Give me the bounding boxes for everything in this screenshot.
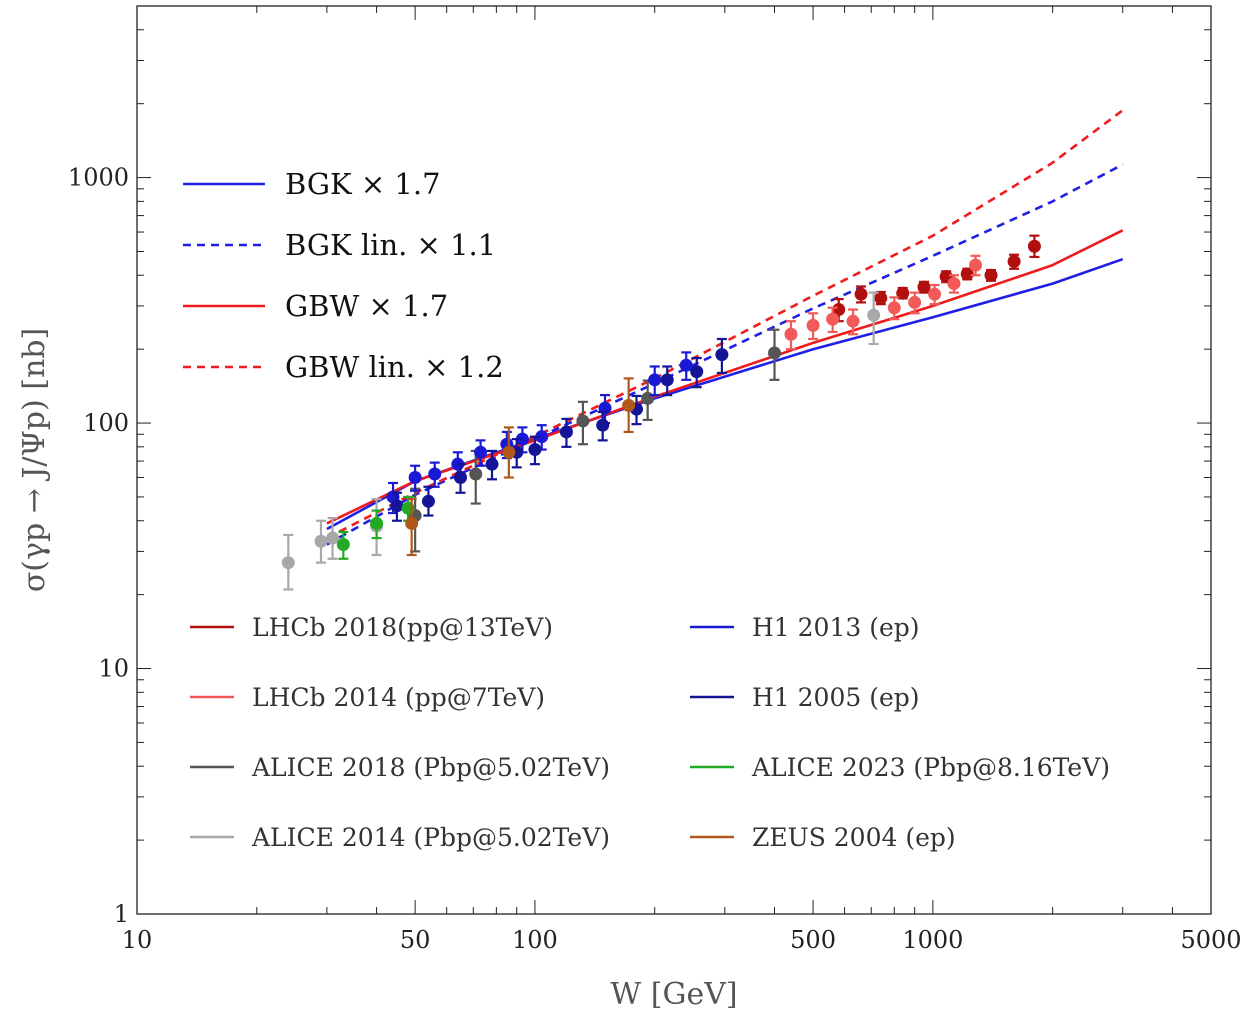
- x-tick-label: 50: [400, 926, 431, 954]
- data-point: [947, 277, 961, 291]
- data-point: [336, 538, 350, 552]
- legend-label: ZEUS 2004 (ep): [752, 823, 956, 852]
- data-point: [641, 391, 655, 405]
- data-point: [1027, 239, 1041, 253]
- data-point: [768, 346, 782, 360]
- model-curves: [326, 109, 1124, 546]
- data-point: [405, 516, 419, 530]
- legend-label: H1 2013 (ep): [752, 613, 920, 642]
- legend-label: ALICE 2018 (Pbp@5.02TeV): [251, 753, 610, 782]
- legend-label: H1 2005 (ep): [752, 683, 920, 712]
- data-point: [428, 467, 442, 481]
- data-point: [917, 280, 931, 294]
- x-tick-label: 10: [122, 926, 153, 954]
- data-point: [596, 418, 610, 432]
- data-point: [559, 425, 573, 439]
- data-point: [854, 287, 868, 301]
- data-point: [390, 499, 404, 513]
- data-point: [984, 268, 998, 282]
- x-tick-label: 500: [790, 926, 836, 954]
- y-tick-label: 1: [114, 900, 129, 928]
- series-7: [405, 377, 636, 557]
- data-point: [535, 430, 549, 444]
- data-point: [469, 467, 483, 481]
- data-point: [326, 531, 340, 545]
- legend-label: GBW × 1.7: [285, 289, 448, 323]
- data-point: [896, 286, 910, 300]
- data-point: [370, 516, 384, 530]
- data-point: [314, 534, 328, 548]
- data-point: [622, 398, 636, 412]
- data-point: [960, 267, 974, 281]
- legend-label: BGK lin. × 1.1: [285, 228, 496, 262]
- data-points: [281, 234, 1041, 591]
- x-tick-label: 100: [512, 926, 558, 954]
- data-point: [421, 494, 435, 508]
- data-point: [826, 312, 840, 326]
- series-4: [386, 351, 693, 515]
- legend-label: ALICE 2023 (Pbp@8.16TeV): [751, 753, 1110, 782]
- x-tick-label: 5000: [1180, 926, 1241, 954]
- x-tick-label: 1000: [902, 926, 963, 954]
- data-point: [887, 301, 901, 315]
- data-point: [660, 373, 674, 387]
- data-point: [908, 295, 922, 309]
- axis-ticks: [136, 5, 1212, 915]
- data-point: [528, 443, 542, 457]
- y-tick-label: 1000: [68, 164, 129, 192]
- model-curve-3: [326, 109, 1124, 540]
- y-tick-label: 10: [98, 655, 129, 683]
- data-point: [832, 303, 846, 317]
- model-curve-1: [326, 163, 1124, 546]
- legend-label: GBW lin. × 1.2: [285, 350, 504, 384]
- plot-frame: [136, 5, 1212, 915]
- data-point: [806, 318, 820, 332]
- data-point: [679, 358, 693, 372]
- legend-label: ALICE 2014 (Pbp@5.02TeV): [251, 823, 610, 852]
- data-point: [715, 348, 729, 362]
- data-point: [784, 327, 798, 341]
- data-point: [474, 445, 488, 459]
- series-1: [784, 254, 983, 351]
- data-point: [576, 414, 590, 428]
- data-point: [485, 457, 499, 471]
- legend-label: LHCb 2014 (pp@7TeV): [252, 683, 545, 712]
- data-point: [846, 314, 860, 328]
- legend-label: LHCb 2018(pp@13TeV): [252, 613, 553, 642]
- series-5: [390, 337, 729, 522]
- data-point: [969, 258, 983, 272]
- data-point: [408, 471, 422, 485]
- data-point: [690, 365, 704, 379]
- data-point: [515, 432, 529, 446]
- legend-label: BGK × 1.7: [285, 167, 441, 201]
- data-point: [281, 556, 295, 570]
- data-point: [502, 445, 516, 459]
- y-axis-label: σ(γp → J/Ψp) [nb]: [17, 328, 52, 592]
- data-point: [1007, 255, 1021, 269]
- data-point: [874, 291, 888, 305]
- legend-data: LHCb 2018(pp@13TeV) LHCb 2014 (pp@7TeV) AL…: [190, 613, 1110, 852]
- data-point: [928, 287, 942, 301]
- data-point: [648, 373, 662, 387]
- data-point: [867, 308, 881, 322]
- series-2: [408, 328, 782, 553]
- y-tick-label: 100: [83, 409, 129, 437]
- data-point: [453, 471, 467, 485]
- x-axis-label: W [GeV]: [610, 977, 737, 1012]
- legend-models: BGK × 1.7 BGK lin. × 1.1 GBW × 1.7 GBW lin.…: [183, 167, 504, 384]
